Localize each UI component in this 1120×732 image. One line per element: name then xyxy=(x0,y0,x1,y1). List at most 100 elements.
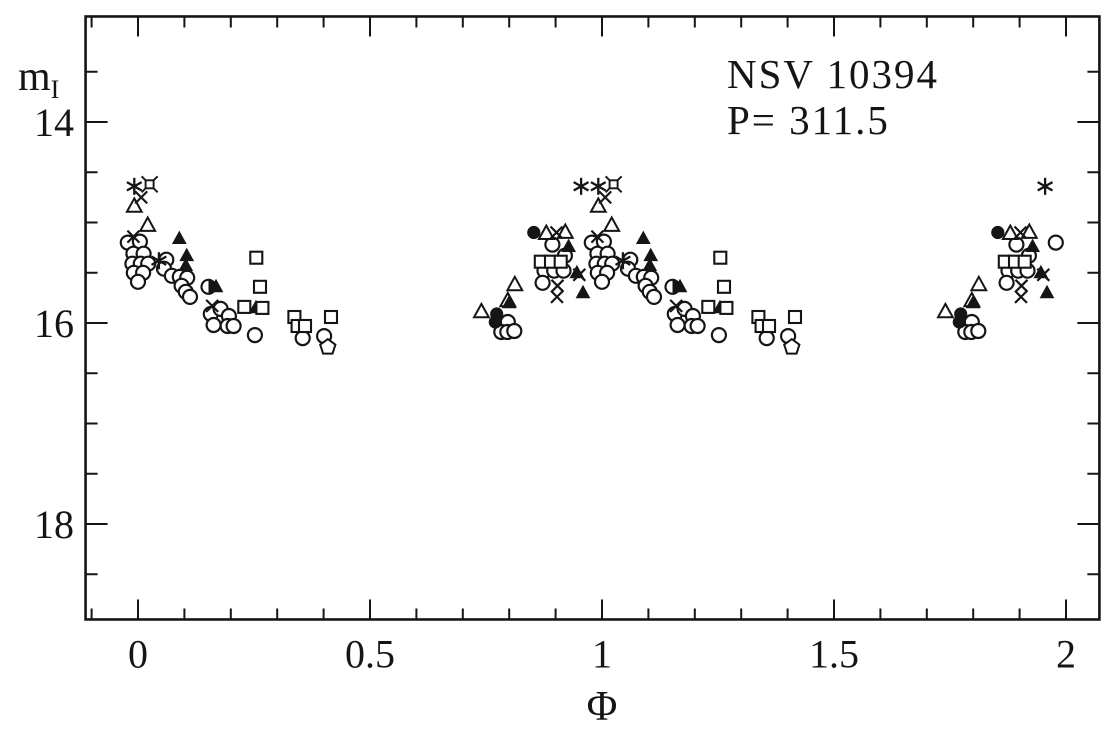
marker-open-triangle xyxy=(472,301,491,319)
x-axis-title: Φ xyxy=(587,684,618,730)
marker-cross xyxy=(134,190,148,205)
marker-open-square xyxy=(237,299,252,314)
series-open-triangle xyxy=(125,196,1039,319)
marker-filled-circle xyxy=(952,315,966,329)
x-tick-label: 1 xyxy=(592,631,612,676)
cross-stroke xyxy=(205,299,219,313)
data-points xyxy=(119,175,1064,355)
marker-open-triangle xyxy=(556,222,575,239)
series-open-square xyxy=(237,250,1032,334)
x-tick-label: 0 xyxy=(128,631,148,676)
marker-open-triangle xyxy=(1001,223,1020,241)
x-tick-label: 0.5 xyxy=(345,631,395,676)
marker-cross xyxy=(1014,279,1029,293)
marker-cross xyxy=(1014,290,1028,304)
marker-cross xyxy=(549,225,564,240)
marker-open-square xyxy=(255,300,270,315)
marker-filled-triangle xyxy=(501,294,517,309)
burst-ray xyxy=(616,175,623,181)
marker-open-square xyxy=(719,300,734,315)
marker-open-square xyxy=(701,299,716,314)
asterisk-stroke xyxy=(590,181,607,192)
marker-open-circle xyxy=(205,316,222,334)
cross-stroke xyxy=(550,279,565,293)
asterisk-stroke xyxy=(150,255,167,266)
marker-open-pentagon xyxy=(783,337,801,355)
marker-cross xyxy=(669,299,683,313)
burst-ray xyxy=(152,187,159,193)
marker-filled-triangle xyxy=(635,230,651,244)
cross-stroke xyxy=(550,290,564,304)
burst-ray xyxy=(604,187,611,193)
marker-open-circle xyxy=(246,327,263,344)
marker-open-triangle xyxy=(1020,222,1039,239)
x-tick-label: 2 xyxy=(1056,631,1076,676)
marker-cross xyxy=(572,268,587,282)
marker-cross xyxy=(1013,225,1028,240)
cross-stroke xyxy=(549,225,564,240)
marker-cross xyxy=(126,229,141,244)
marker-asterisk xyxy=(150,252,167,270)
cross-stroke xyxy=(590,229,605,244)
marker-asterisk xyxy=(1037,177,1054,195)
marker-open-circle xyxy=(181,288,199,305)
marker-open-square xyxy=(297,318,313,334)
series-square-burst xyxy=(140,175,623,193)
series-filled-circle xyxy=(488,225,1005,329)
marker-half-filled-circle xyxy=(664,278,681,295)
cross-stroke xyxy=(1014,290,1028,304)
asterisk-stroke xyxy=(573,181,590,192)
y-axis-title: mI xyxy=(18,54,59,104)
marker-open-circle xyxy=(534,274,551,291)
marker-asterisk xyxy=(614,252,631,270)
marker-open-circle xyxy=(669,316,686,334)
burst-ray xyxy=(140,187,147,193)
marker-open-triangle xyxy=(936,301,955,319)
marker-open-square xyxy=(249,250,264,265)
marker-open-square xyxy=(716,279,732,294)
y-axis-title-main: m xyxy=(18,54,51,100)
marker-open-circle xyxy=(593,273,611,290)
marker-open-square xyxy=(1017,254,1032,269)
marker-cross xyxy=(598,190,612,205)
cross-stroke xyxy=(598,190,612,205)
marker-cross xyxy=(550,279,565,293)
marker-open-circle xyxy=(1047,234,1064,251)
marker-open-circle xyxy=(506,322,523,340)
period-label: P= 311.5 xyxy=(727,97,890,143)
marker-filled-triangle xyxy=(179,247,195,262)
plot-frame xyxy=(84,15,1101,621)
cross-stroke xyxy=(126,229,141,244)
marker-filled-triangle xyxy=(178,257,194,272)
cross-stroke xyxy=(134,190,148,205)
marker-open-circle xyxy=(710,327,728,344)
marker-filled-triangle xyxy=(965,294,981,309)
axis-ticks xyxy=(85,16,1100,620)
marker-open-square xyxy=(761,318,777,334)
series-half-filled-circle xyxy=(200,278,681,295)
marker-open-circle xyxy=(129,273,147,290)
cross-stroke xyxy=(1014,279,1029,293)
marker-open-circle xyxy=(758,330,775,347)
marker-cross xyxy=(205,299,219,313)
burst-ray xyxy=(616,187,623,193)
cross-stroke xyxy=(572,268,587,282)
marker-filled-circle xyxy=(488,315,502,329)
series-asterisk xyxy=(126,177,1054,270)
marker-open-triangle xyxy=(602,215,621,232)
marker-open-pentagon xyxy=(319,337,337,355)
marker-filled-triangle xyxy=(171,230,187,244)
cross-stroke xyxy=(1036,268,1051,282)
marker-filled-triangle xyxy=(642,257,658,272)
marker-filled-triangle xyxy=(561,238,576,252)
axis-tick-labels: 0 0.5 1 1.5 2 14 16 18 xyxy=(34,100,1076,676)
marker-square-burst xyxy=(604,175,623,193)
marker-open-circle xyxy=(225,317,242,335)
marker-open-circle xyxy=(998,274,1015,291)
marker-open-triangle xyxy=(125,196,144,213)
cross-stroke xyxy=(1013,225,1028,240)
marker-filled-triangle xyxy=(575,284,591,299)
y-tick-label: 18 xyxy=(34,502,74,547)
